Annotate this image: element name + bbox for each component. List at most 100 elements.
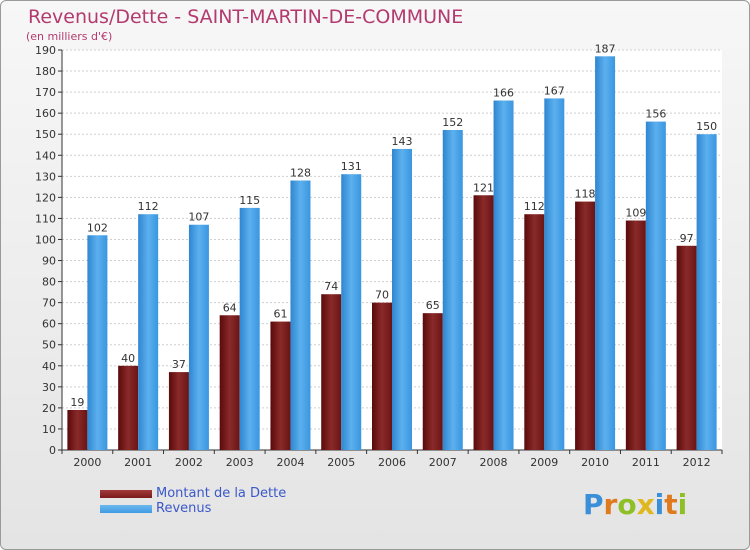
x-tick-label: 2001 (124, 456, 152, 469)
logo-letter: x (636, 488, 655, 521)
bar-revenus (544, 98, 565, 450)
data-label-dette: 121 (473, 181, 494, 194)
logo-letter: i (654, 488, 665, 521)
data-label-revenus: 128 (290, 167, 311, 180)
bar-revenus (595, 56, 616, 450)
data-label-dette: 40 (121, 352, 135, 365)
bar-dette (219, 315, 240, 450)
y-tick-label: 160 (35, 107, 56, 120)
logo-letter: i (677, 488, 688, 521)
y-tick-label: 170 (35, 86, 56, 99)
bar-dette (676, 245, 697, 450)
x-tick-label: 2004 (276, 456, 304, 469)
data-label-dette: 97 (680, 232, 694, 245)
x-tick-label: 2008 (480, 456, 508, 469)
y-tick-label: 30 (42, 381, 56, 394)
data-label-revenus: 152 (442, 116, 463, 129)
logo-letter: r (603, 488, 618, 521)
data-label-revenus: 166 (493, 87, 514, 100)
data-label-dette: 37 (172, 358, 186, 371)
data-label-revenus: 167 (544, 84, 565, 97)
data-label-revenus: 102 (87, 221, 108, 234)
data-label-revenus: 115 (239, 194, 260, 207)
data-label-dette: 61 (273, 308, 287, 321)
bar-dette (372, 302, 392, 450)
bar-dette (422, 313, 443, 450)
data-label-dette: 74 (324, 280, 338, 293)
bar-revenus (87, 235, 108, 450)
x-tick-label: 2007 (429, 456, 457, 469)
legend-swatch-revenus (100, 504, 152, 513)
x-tick-label: 2006 (378, 456, 406, 469)
data-label-revenus: 150 (696, 120, 717, 133)
y-tick-label: 180 (35, 65, 56, 78)
data-label-dette: 65 (426, 299, 440, 312)
data-label-dette: 70 (375, 289, 389, 302)
legend-item-revenus: Revenus (100, 501, 286, 516)
y-tick-label: 80 (42, 276, 56, 289)
bar-revenus (239, 207, 260, 450)
legend-item-dette: Montant de la Dette (100, 486, 286, 501)
bar-dette (118, 365, 139, 450)
data-label-revenus: 187 (595, 42, 616, 55)
y-tick-label: 70 (42, 297, 56, 310)
logo-letter: t (664, 488, 678, 521)
data-label-revenus: 156 (645, 108, 666, 121)
bar-dette (575, 201, 596, 450)
y-tick-label: 190 (35, 44, 56, 57)
legend-swatch-dette (100, 489, 152, 498)
bar-revenus (645, 121, 666, 450)
bar-revenus (188, 224, 209, 450)
data-label-dette: 118 (575, 188, 596, 201)
x-tick-label: 2009 (530, 456, 558, 469)
x-tick-label: 2003 (226, 456, 254, 469)
x-tick-label: 2002 (175, 456, 203, 469)
bar-revenus (392, 148, 412, 450)
data-label-revenus: 112 (138, 200, 159, 213)
x-tick-label: 2012 (683, 456, 711, 469)
legend-label-revenus: Revenus (156, 501, 212, 516)
bar-revenus (138, 214, 159, 450)
y-tick-label: 100 (35, 233, 56, 246)
bar-revenus (442, 130, 463, 450)
bar-dette (625, 220, 646, 450)
bar-dette (321, 294, 342, 450)
bar-revenus (290, 180, 311, 451)
logo-letter: o (617, 488, 637, 521)
y-tick-label: 0 (49, 444, 56, 457)
data-label-dette: 19 (70, 396, 84, 409)
x-tick-label: 2010 (581, 456, 609, 469)
x-tick-label: 2000 (73, 456, 101, 469)
bar-revenus (341, 174, 362, 451)
x-tick-label: 2005 (327, 456, 355, 469)
bar-dette (168, 372, 189, 450)
y-tick-label: 140 (35, 149, 56, 162)
x-tick-label: 2011 (632, 456, 660, 469)
y-tick-label: 20 (42, 402, 56, 415)
bar-dette (524, 214, 545, 450)
y-tick-label: 10 (42, 423, 56, 436)
data-label-revenus: 131 (341, 160, 362, 173)
proxiti-logo: Proxiti (583, 488, 687, 521)
y-tick-label: 50 (42, 339, 56, 352)
data-label-revenus: 107 (188, 211, 209, 224)
logo-letter: P (583, 488, 604, 521)
data-label-dette: 64 (223, 301, 237, 314)
y-tick-label: 60 (42, 318, 56, 331)
data-label-revenus: 143 (392, 135, 413, 148)
bar-dette (67, 410, 88, 450)
data-label-dette: 112 (524, 200, 545, 213)
y-tick-label: 110 (35, 212, 56, 225)
y-tick-label: 90 (42, 255, 56, 268)
data-label-dette: 109 (625, 207, 646, 220)
bar-dette (473, 195, 494, 450)
y-tick-label: 130 (35, 170, 56, 183)
chart-subtitle: (en milliers d'€) (26, 30, 113, 43)
legend-label-dette: Montant de la Dette (156, 486, 287, 501)
bar-dette (270, 321, 291, 450)
y-tick-label: 40 (42, 360, 56, 373)
legend: Montant de la Dette Revenus (100, 486, 286, 516)
bar-revenus (696, 134, 717, 451)
chart-title: Revenus/Dette - SAINT-MARTIN-DE-COMMUNE (28, 6, 464, 28)
